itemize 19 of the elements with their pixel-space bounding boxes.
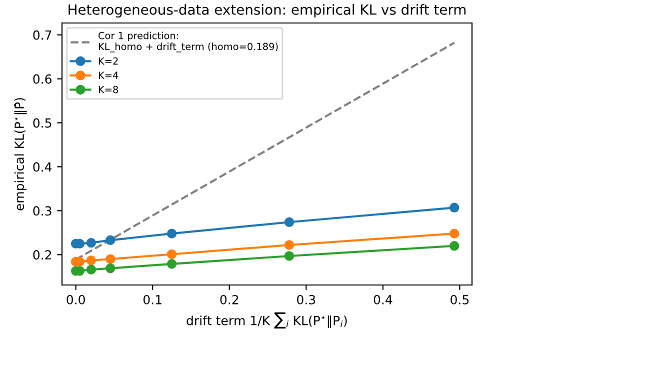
- x-tick-label: 0.1: [143, 294, 162, 304]
- y-tick-label: 0.6: [33, 74, 52, 84]
- chart-title: Heterogeneous-data extension: empirical KL vs drift term: [68, 4, 466, 18]
- y-tick-label: 0.3: [33, 206, 52, 216]
- x-tick-label: 0.4: [374, 294, 392, 304]
- y-tick-label: 0.7: [33, 30, 52, 40]
- y-tick-label: 0.2: [33, 250, 52, 260]
- y-tick-label: 0.4: [33, 162, 52, 172]
- x-tick-label: 0.3: [297, 294, 316, 304]
- legend-label: K=8: [98, 86, 118, 94]
- legend-label: K=2: [98, 57, 118, 65]
- x-tick-label: 0.0: [66, 294, 85, 304]
- x-tick-label: 0.5: [450, 294, 469, 304]
- legend-label: K=4: [98, 72, 118, 79]
- legend-label: Cor 1 prediction: KL_homo + drift_term (homo=0.189): [98, 32, 278, 52]
- y-axis-title: empirical KL(P$^{⋆}$‖P̂): [14, 98, 27, 210]
- x-axis-title: drift term 1/K ∑$_{i}$ KL(P$^{⋆}$‖P$_{i}$): [186, 312, 347, 328]
- x-tick-label: 0.2: [220, 294, 238, 304]
- y-tick-label: 0.5: [33, 118, 52, 128]
